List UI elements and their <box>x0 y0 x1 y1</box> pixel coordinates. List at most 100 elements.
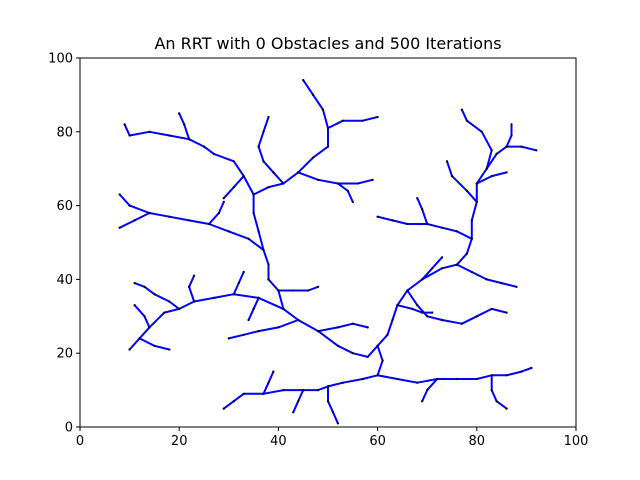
tree-node <box>128 134 131 137</box>
tree-node <box>515 285 518 288</box>
tree-node <box>460 108 463 111</box>
tree-node <box>267 186 270 189</box>
tree-node <box>133 219 136 222</box>
tree-node <box>490 175 493 178</box>
tree-node <box>267 263 270 266</box>
tree-branch <box>277 285 320 292</box>
tree-node <box>168 300 171 303</box>
tree-node <box>505 374 508 377</box>
tree-node <box>455 377 459 381</box>
tree-node <box>475 315 478 318</box>
tree-node <box>297 171 300 174</box>
tree-node <box>317 389 320 392</box>
tree-node <box>326 127 330 130</box>
tree-node <box>455 230 459 233</box>
tree-node <box>421 400 424 403</box>
tree-node <box>262 130 265 133</box>
tree-node <box>282 182 285 185</box>
tree-node <box>118 226 121 229</box>
tree-node <box>421 311 424 314</box>
tree-branch <box>376 367 533 384</box>
tree-node <box>307 289 310 292</box>
tree-node <box>222 197 225 200</box>
tree-node <box>222 200 225 203</box>
tree-node <box>128 204 131 207</box>
tree-node <box>351 322 354 325</box>
tree-node <box>252 307 255 310</box>
y-tick-label: 100 <box>48 52 73 67</box>
tree-node <box>341 381 344 384</box>
tree-node <box>336 344 339 347</box>
tree-node <box>178 112 181 115</box>
tree-node <box>520 370 523 373</box>
tree-node <box>272 171 275 174</box>
tree-node <box>475 200 478 203</box>
axes-frame <box>79 57 577 428</box>
tree-node <box>148 211 151 215</box>
tree-node <box>460 322 463 325</box>
tree-node <box>153 293 156 296</box>
tree-node <box>133 304 136 307</box>
tree-node <box>267 115 270 119</box>
tree-node <box>416 197 419 200</box>
x-tick-label: 60 <box>369 434 386 449</box>
tree-node <box>336 326 339 329</box>
tree-node <box>188 219 191 222</box>
tree-node <box>510 134 513 137</box>
tree-node <box>168 134 171 137</box>
tree-branch <box>396 304 434 314</box>
tree-node <box>326 145 330 148</box>
tree-node <box>257 230 260 233</box>
tree-node <box>465 119 468 122</box>
tree-node <box>391 318 394 322</box>
tree-node <box>505 311 508 314</box>
tree-node <box>212 152 215 155</box>
tree-node <box>272 370 275 373</box>
tree-node <box>277 289 280 292</box>
tree-node <box>505 407 508 410</box>
tree-node <box>361 377 364 381</box>
tree-node <box>217 211 220 215</box>
tree-node <box>232 400 235 403</box>
tree-node <box>480 130 483 133</box>
tree-node <box>247 237 250 240</box>
tree-node <box>297 400 300 403</box>
tree-node <box>475 182 478 185</box>
tree-branch <box>446 160 478 203</box>
tree-node <box>193 300 196 303</box>
tree-node <box>326 400 330 403</box>
chart-title: An RRT with 0 Obstacles and 500 Iteratio… <box>154 34 501 53</box>
tree-branch <box>123 123 255 196</box>
tree-node <box>351 352 354 355</box>
tree-node <box>188 138 191 141</box>
tree-node <box>138 337 141 340</box>
tree-node <box>431 267 434 270</box>
tree-node <box>411 307 414 310</box>
tree-node <box>118 193 121 196</box>
tree-node <box>262 248 265 251</box>
tree-node <box>183 123 186 126</box>
tree-node <box>282 389 285 392</box>
tree-node <box>143 285 146 288</box>
tree-branch <box>406 289 508 325</box>
y-tick-label: 60 <box>56 199 73 214</box>
tree-node <box>321 108 325 111</box>
tree-node <box>202 145 206 148</box>
tree-node <box>485 167 488 170</box>
tree-node <box>366 355 369 358</box>
tree-node <box>485 278 488 281</box>
tree-node <box>406 222 409 226</box>
tree-node <box>227 337 230 340</box>
y-tick-label: 40 <box>56 273 73 288</box>
tree-branch <box>128 293 285 351</box>
tree-node <box>470 270 473 274</box>
tree-node <box>351 200 354 203</box>
tree-node <box>128 348 131 351</box>
tree-node <box>252 193 255 196</box>
tree-node <box>495 400 498 403</box>
tree-node <box>302 389 305 392</box>
tree-node <box>178 307 181 310</box>
tree-node <box>406 289 409 292</box>
tree-node <box>193 274 196 277</box>
tree-node <box>475 377 478 381</box>
